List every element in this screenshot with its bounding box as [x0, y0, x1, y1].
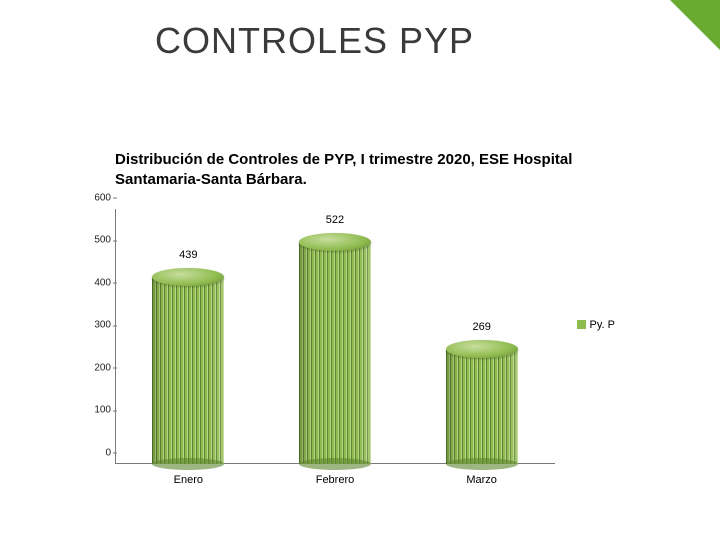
y-tick-label: 600 [94, 192, 111, 203]
y-tick-label: 500 [94, 235, 111, 246]
bar-value-label: 269 [472, 321, 490, 333]
bar-slot: 439 [128, 209, 248, 464]
bar-slot: 522 [275, 209, 395, 464]
slide: CONTROLES PYP Distribución de Controles … [0, 0, 720, 540]
y-tick-label: 400 [94, 277, 111, 288]
bar-bottom-ellipse [446, 458, 518, 470]
bar-body [446, 349, 518, 463]
bar-cylinder: 269 [446, 349, 518, 463]
bar-bottom-ellipse [152, 458, 224, 470]
bar-top-ellipse [152, 268, 224, 286]
page-title: CONTROLES PYP [155, 20, 474, 62]
x-axis-label: Febrero [275, 474, 395, 512]
x-axis-label: Marzo [422, 474, 542, 512]
bar-cylinder: 439 [152, 277, 224, 464]
bar-body [299, 242, 371, 464]
chart-container: Distribución de Controles de PYP, I trim… [75, 150, 645, 510]
y-tick-label: 200 [94, 362, 111, 373]
bar-slot: 269 [422, 209, 542, 464]
x-axis-label: Enero [128, 474, 248, 512]
chart-title: Distribución de Controles de PYP, I trim… [115, 150, 645, 191]
y-axis: 0100200300400500600 [80, 209, 115, 464]
bars-group: 439 522 269 [115, 209, 555, 464]
legend-swatch [577, 320, 586, 329]
bar-cylinder: 522 [299, 242, 371, 464]
y-tick-label: 100 [94, 405, 111, 416]
bar-value-label: 439 [179, 249, 197, 261]
y-tick-label: 0 [105, 447, 111, 458]
corner-accent [670, 0, 720, 50]
bar-value-label: 522 [326, 214, 344, 226]
bar-top-ellipse [446, 340, 518, 358]
chart-plot-area: 0100200300400500600 439522269 Py. P [115, 209, 555, 464]
bar-body [152, 277, 224, 464]
y-tick-label: 300 [94, 320, 111, 331]
bar-top-ellipse [299, 233, 371, 251]
bar-bottom-ellipse [299, 458, 371, 470]
chart-legend: Py. P [577, 319, 615, 331]
legend-label: Py. P [590, 319, 615, 331]
x-axis-labels: Enero Febrero Marzo [115, 474, 555, 512]
